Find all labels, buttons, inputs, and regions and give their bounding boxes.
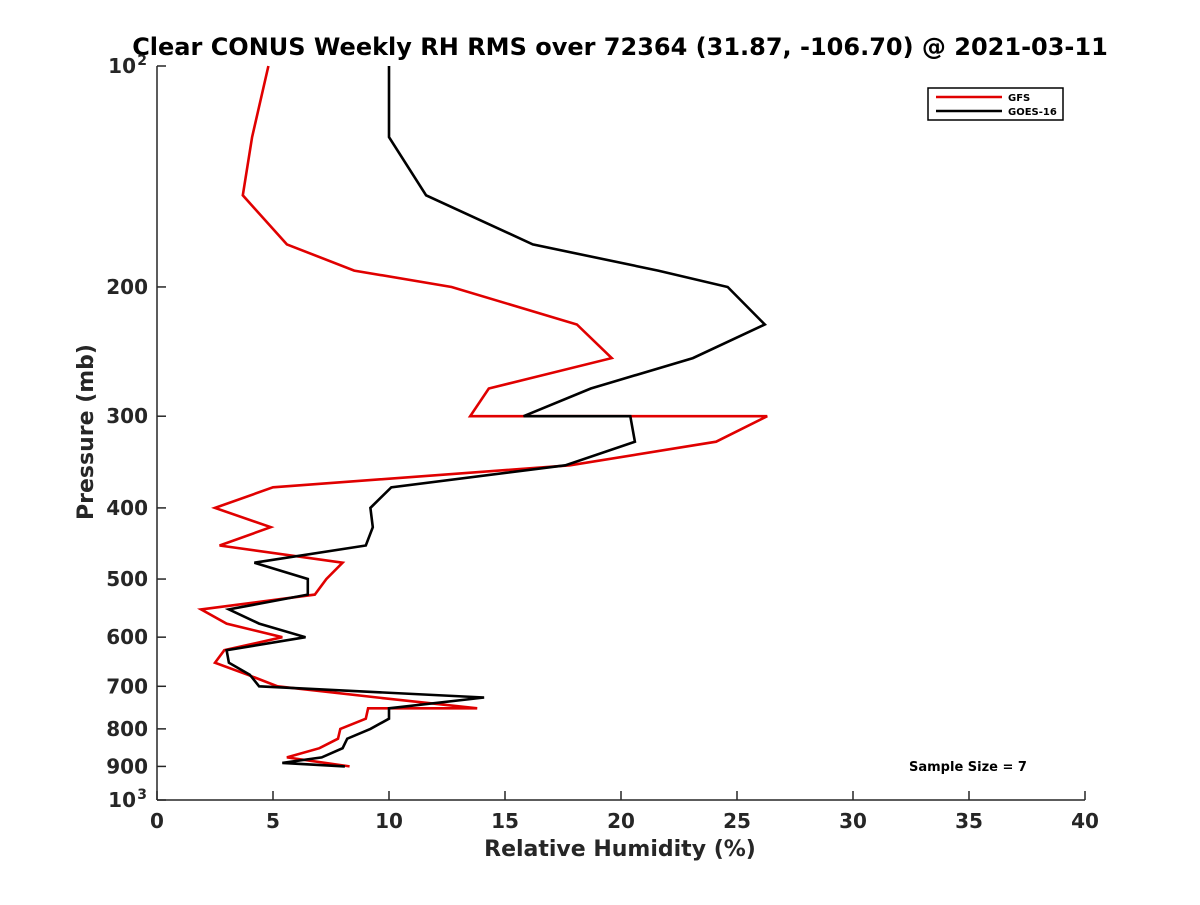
plot-background — [157, 66, 1085, 800]
y-tick-label: 800 — [106, 717, 148, 741]
sample-size-annotation: Sample Size = 7 — [909, 760, 1027, 775]
y-tick-label: 10 — [108, 788, 136, 812]
y-tick-label: 700 — [106, 674, 148, 698]
legend-label-goes-16: GOES-16 — [1008, 107, 1057, 118]
chart-title: Clear CONUS Weekly RH RMS over 72364 (31… — [132, 33, 1108, 61]
y-tick-label: 900 — [106, 754, 148, 778]
x-axis-label: Relative Humidity (%) — [484, 837, 756, 862]
y-tick-exponent: 3 — [137, 787, 147, 803]
legend: GFS GOES-16 — [927, 87, 1064, 121]
legend-box — [927, 87, 1064, 121]
y-tick-label: 400 — [106, 496, 148, 520]
x-tick-label: 35 — [955, 809, 983, 833]
y-tick-label: 300 — [106, 404, 148, 428]
y-tick-label: 200 — [106, 275, 148, 299]
x-tick-label: 30 — [839, 809, 867, 833]
x-tick-label: 15 — [491, 809, 519, 833]
y-tick-label: 600 — [106, 625, 148, 649]
x-tick-label: 20 — [607, 809, 635, 833]
y-tick-label: 500 — [106, 567, 148, 591]
series-line-goes-16 — [224, 66, 768, 768]
legend-label-gfs: GFS — [1008, 93, 1030, 104]
series-line-gfs — [197, 65, 768, 768]
series-layer — [197, 65, 768, 768]
x-tick-label: 0 — [150, 809, 164, 833]
y-tick-exponent: 2 — [137, 53, 147, 69]
y-tick-label: 10 — [108, 54, 136, 78]
plot-area — [157, 66, 1085, 800]
y-axis-label: Pressure (mb) — [74, 344, 99, 520]
x-tick-label: 25 — [723, 809, 751, 833]
x-tick-label: 5 — [266, 809, 280, 833]
x-tick-label: 10 — [375, 809, 403, 833]
x-tick-label: 40 — [1071, 809, 1099, 833]
